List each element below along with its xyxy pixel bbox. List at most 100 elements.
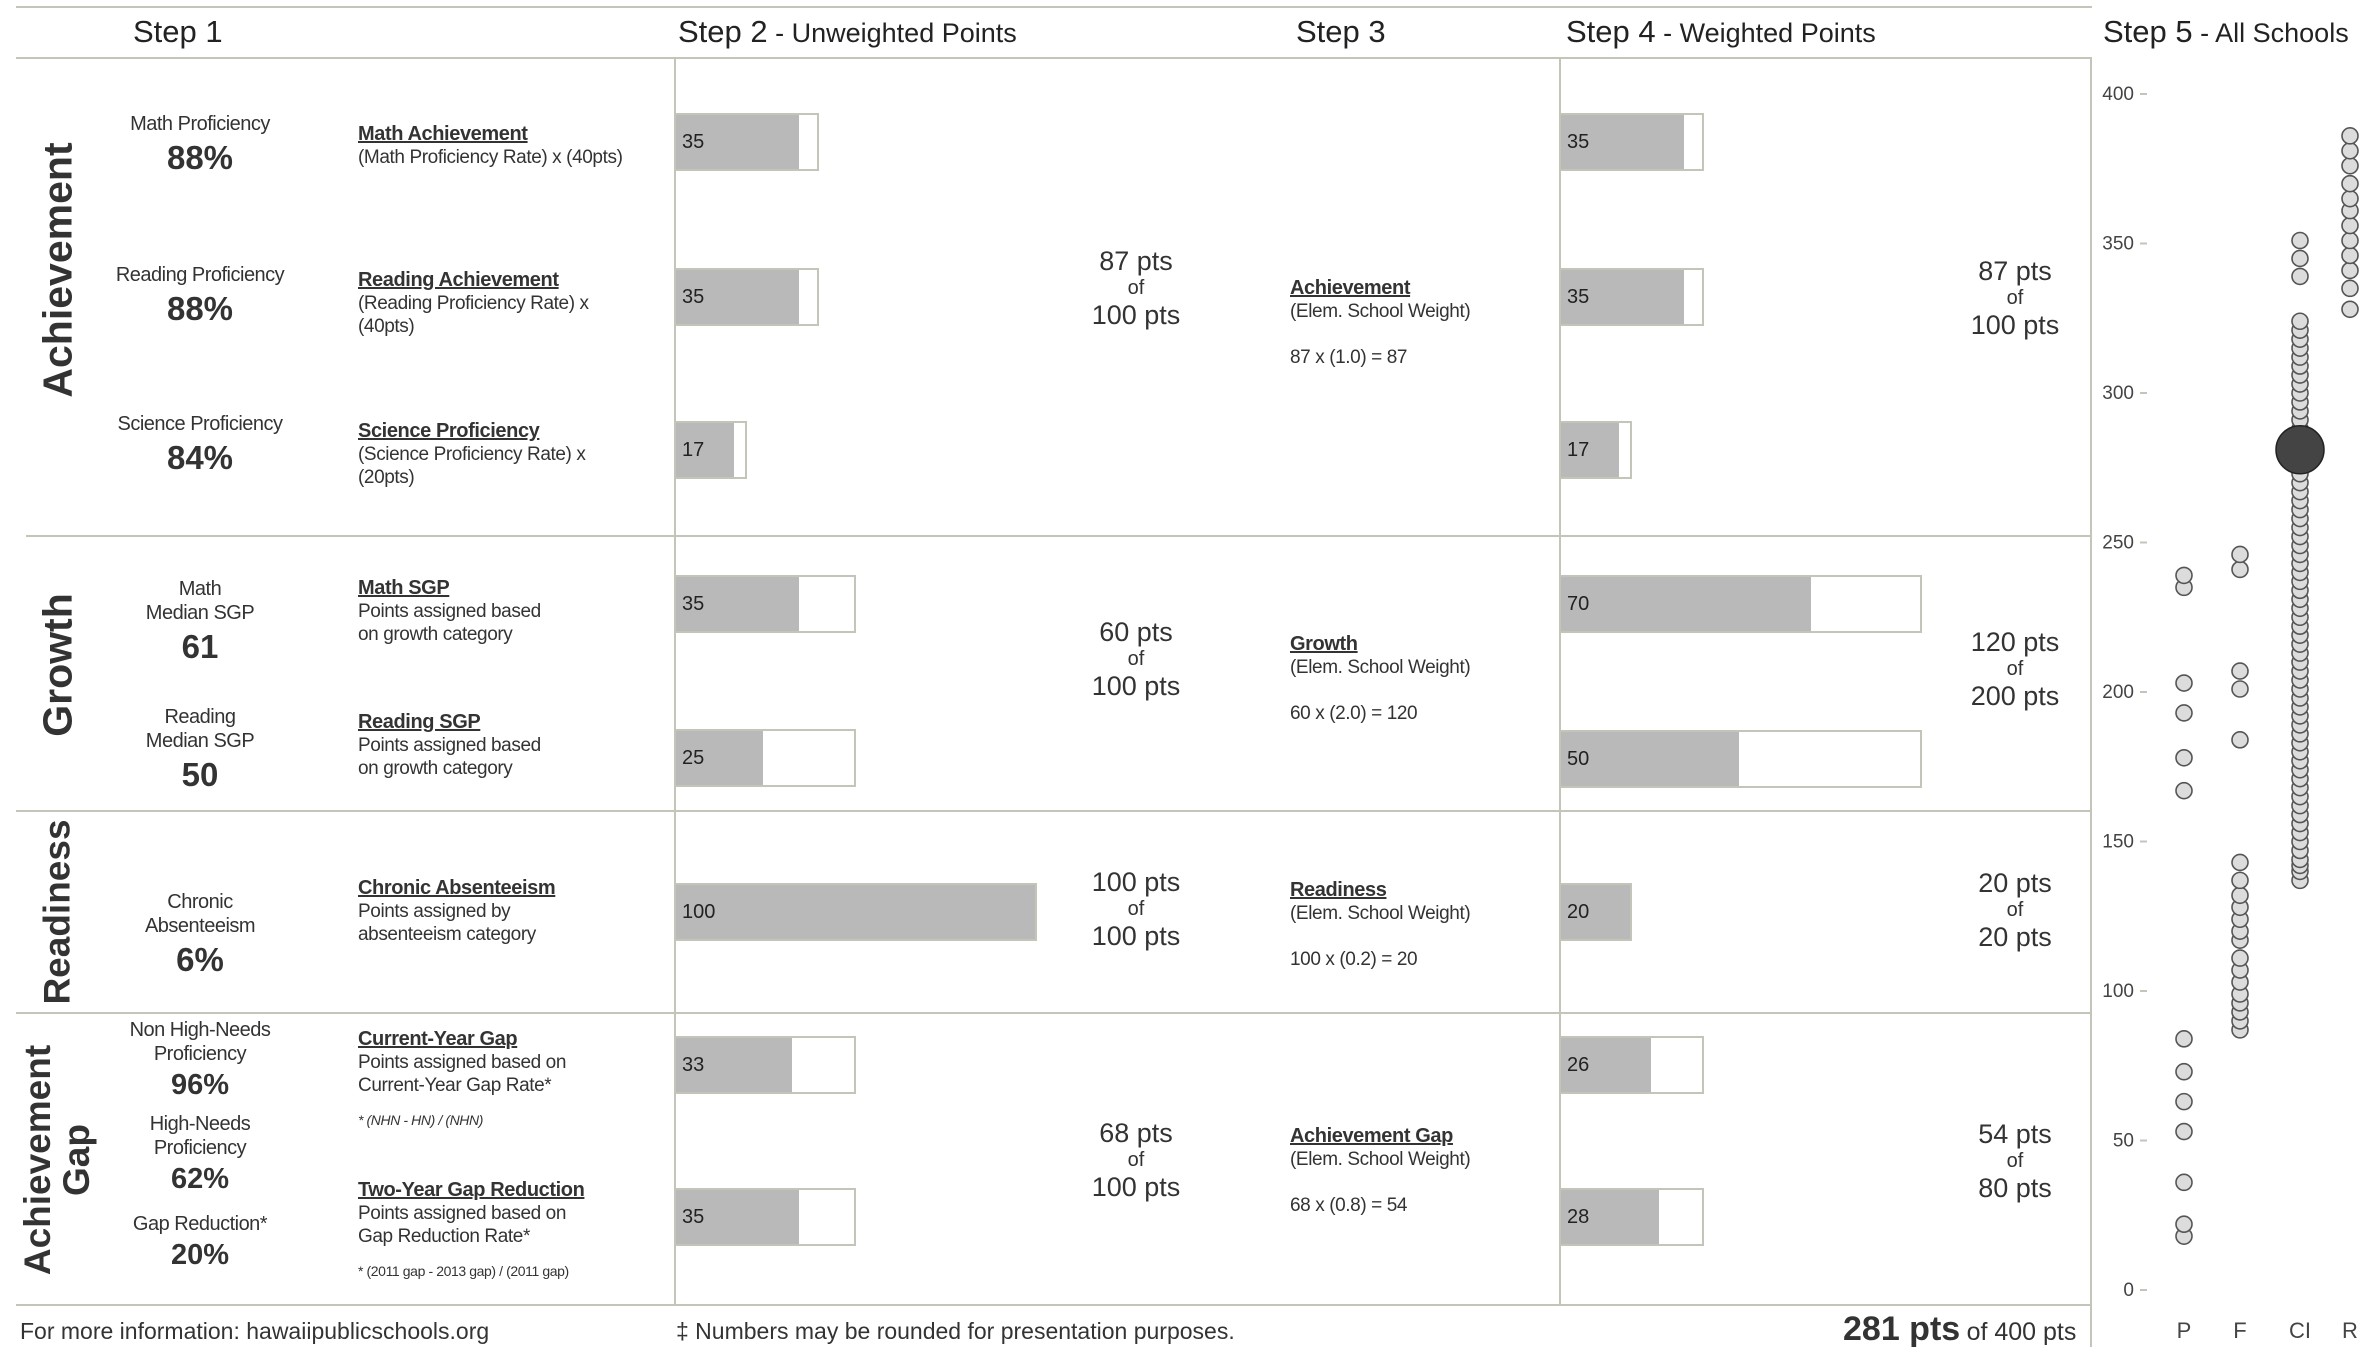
calc-title: Reading Achievement [358,269,559,291]
school-point [2231,560,2249,579]
bar-value-label: 35 [682,131,705,153]
footer-info-link[interactable]: For more information: hawaiipublicschool… [20,1318,490,1344]
weight-calc: 87 x (1.0) = 87 [1290,347,1408,368]
step4-axis-line [1559,57,1561,1304]
achievement-growth-divider [26,535,2092,537]
school-point [2231,545,2249,564]
calc-note: * (NHN - HN) / (NHN) [358,1112,483,1128]
unweighted-total-growth: 60 pts of 100 pts [1046,617,1226,701]
step5-header: Step 5 - All Schools [2103,14,2349,49]
pts-max: 100 pts [1970,310,2060,340]
bar-fill [676,1038,792,1092]
school-point [2341,300,2359,319]
unweighted-bar-science: 17 [674,421,747,479]
weighted-total-achievement: 87 pts of 100 pts [1925,256,2105,340]
section-label-achievement: Achievement [34,142,81,398]
bar-fill [1561,1190,1659,1244]
metric-reading-proficiency: Reading Proficiency 88% [90,263,310,331]
weighted-bar-reading: 35 [1559,268,1705,326]
weight-readiness: Readiness (Elem. School Weight) 100 x (0… [1290,878,1550,972]
bar-value-label: 17 [1567,439,1590,461]
weight-desc: (Elem. School Weight) [1290,903,1471,924]
x-category-label: R [2342,1318,2358,1343]
pts-of: of [2006,287,2024,309]
calc-note: * (2011 gap - 2013 gap) / (2011 gap) [358,1263,569,1279]
school-point [2175,674,2193,692]
weighted-bar-reading-sgp: 50 [1559,730,1922,788]
school-point [2291,249,2309,268]
calc-desc: Points assigned by absenteeism category [358,901,536,945]
calc-desc: Points assigned based on growth category [358,601,541,645]
pts-of: of [2006,658,2024,680]
unweighted-bar-math-sgp: 35 [674,575,856,633]
this-school-point [2275,425,2325,475]
unweighted-bar-math: 35 [674,113,820,171]
weighted-total-gap: 54 pts of 80 pts [1925,1119,2105,1203]
pts-earned: 54 pts [1978,1119,2052,1149]
calc-title: Math SGP [358,577,450,599]
step5-divider [2090,57,2092,1347]
weight-achievement: Achievement (Elem. School Weight) 87 x (… [1290,276,1550,370]
unweighted-bar-reading: 35 [674,268,820,326]
bar-fill [1561,577,1812,631]
bar-fill [676,115,800,169]
bar-value-label: 25 [682,747,705,769]
metric-label: Non High-Needs Proficiency [129,1019,271,1065]
x-category-label: F [2233,1318,2246,1343]
school-point [2175,1030,2193,1048]
weight-calc: 100 x (0.2) = 20 [1290,949,1418,970]
school-point [2341,127,2359,145]
metric-label: Science Proficiency [117,413,283,435]
school-point [2341,156,2359,175]
calc-chronic-absenteeism: Chronic Absenteeism Points assigned by a… [358,877,658,946]
calc-reading-achievement: Reading Achievement (Reading Proficiency… [358,269,618,338]
pts-max: 80 pts [1978,1173,2052,1203]
school-point [2341,142,2359,160]
calc-title: Current-Year Gap [358,1028,518,1050]
calc-desc: (Reading Proficiency Rate) x (40pts) [358,293,589,337]
calc-two-year-gap-reduction: Two-Year Gap Reduction Points assigned b… [358,1179,658,1283]
pts-max: 100 pts [1091,921,1181,951]
footer-total: 281 pts of 400 pts [1843,1310,2076,1349]
calc-desc: (Science Proficiency Rate) x (20pts) [358,444,586,488]
metric-math-proficiency: Math Proficiency 88% [90,112,310,180]
school-point [2175,1122,2193,1141]
school-point [2175,1215,2193,1234]
bar-value-label: 33 [682,1054,705,1076]
step1-header: Step 1 [133,14,223,49]
calc-desc: Points assigned based on Current-Year Ga… [358,1052,567,1096]
weight-title: Achievement Gap [1290,1125,1453,1147]
calc-current-year-gap: Current-Year Gap Points assigned based o… [358,1028,658,1132]
weighted-total-readiness: 20 pts of 20 pts [1925,868,2105,952]
calc-title: Science Proficiency [358,420,540,442]
weighted-bar-chronic-absenteeism: 20 [1559,883,1632,941]
calc-desc: Points assigned based on Gap Reduction R… [358,1203,567,1247]
y-tick-label: 150 [2102,832,2134,853]
bar-fill [676,423,734,477]
bar-value-label: 28 [1567,1206,1590,1228]
school-point [2175,566,2193,585]
step2-header: Step 2 - Unweighted Points [678,14,1017,49]
metric-math-median-sgp: Math Median SGP 61 [90,577,310,669]
y-tick-label: 100 [2102,981,2134,1002]
school-point [2341,231,2359,250]
metric-label: Math Median SGP [145,578,255,624]
pts-max: 200 pts [1970,681,2060,711]
school-point [2231,871,2249,890]
weighted-bar-two-year-gap: 28 [1559,1188,1705,1246]
bar-value-label: 35 [1567,131,1590,153]
school-point [2231,886,2249,905]
calc-desc: (Math Proficiency Rate) x (40pts) [358,147,623,168]
y-tick-label: 400 [2102,84,2134,105]
bar-value-label: 26 [1567,1054,1590,1076]
pts-earned: 87 pts [1099,246,1173,276]
weight-achievement-gap: Achievement Gap (Elem. School Weight) 68… [1290,1124,1550,1218]
school-point [2231,949,2249,967]
step3-header: Step 3 [1296,14,1386,49]
metric-label: Gap Reduction* [132,1213,268,1235]
pts-of: of [1127,898,1145,920]
bar-fill [1561,732,1739,786]
metric-label: High-Needs Proficiency [149,1113,251,1159]
bar-fill [676,577,800,631]
metric-science-proficiency: Science Proficiency 84% [90,412,310,480]
